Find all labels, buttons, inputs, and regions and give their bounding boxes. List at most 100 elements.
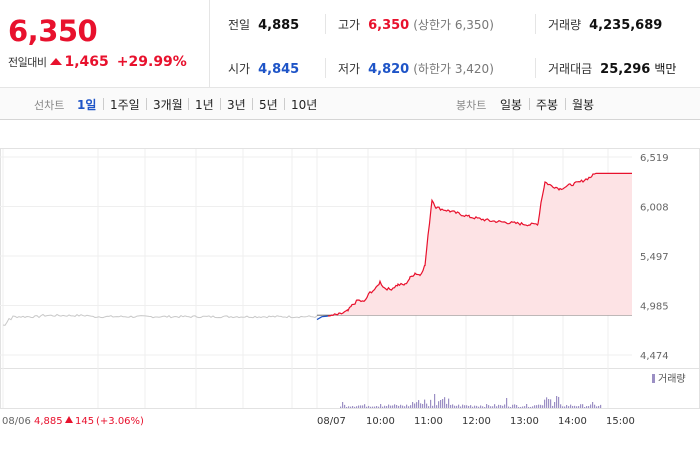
volume-bar: [412, 402, 414, 408]
tab-divider: [220, 98, 221, 110]
volume-bar: [466, 405, 468, 408]
volume-bar: [510, 406, 512, 408]
volume-bar: [560, 404, 562, 408]
tab-10year[interactable]: 10년: [291, 98, 318, 112]
change-value: 1,465: [64, 54, 109, 70]
volume-bar: [488, 405, 490, 408]
stats-panel: 전일 4,885 고가 6,350 (상한가 6,350) 거래량 4,235,…: [210, 0, 700, 88]
tab-5year[interactable]: 5년: [259, 98, 278, 112]
volume-bar: [572, 405, 574, 408]
tab-3month[interactable]: 3개월: [153, 98, 183, 112]
volume-bar: [458, 404, 460, 408]
volume-bar: [372, 406, 374, 408]
volume-bar: [552, 405, 554, 408]
volume-bar: [364, 404, 366, 408]
candle-chart-label: 봉차트: [456, 99, 487, 112]
volume-bar: [392, 405, 394, 408]
volume-bar: [576, 406, 578, 408]
volume-bar: [502, 405, 504, 408]
volume-bar: [434, 394, 436, 408]
tab-weekly-candle[interactable]: 주봉: [536, 98, 559, 112]
volume-bar: [416, 402, 418, 408]
volume-legend: 거래량: [658, 373, 686, 385]
volume-bar: [486, 404, 488, 408]
volume-bar: [492, 406, 494, 408]
volume-bar: [462, 404, 464, 408]
change-percent: +29.99%: [116, 54, 187, 70]
tab-monthly-candle[interactable]: 월봉: [572, 98, 595, 112]
volume-panel-frame: [0, 368, 700, 409]
x-tick-label: 14:00: [558, 416, 587, 427]
volume-bar: [474, 405, 476, 408]
tab-1year[interactable]: 1년: [195, 98, 214, 112]
volume-bar: [428, 406, 430, 408]
prev-pct-note: (+3.06%): [96, 416, 144, 427]
volume-bar: [548, 399, 550, 408]
volume-bar: [402, 405, 404, 408]
tab-daily-candle[interactable]: 일봉: [500, 98, 523, 112]
volume-value: 4,235,689: [589, 18, 663, 33]
y-tick-label: 4,985: [640, 302, 669, 313]
volume-bar: [562, 406, 564, 408]
volume-bar: [500, 405, 502, 408]
volume-bar: [568, 406, 570, 408]
volume-bar: [420, 403, 422, 408]
volume-bar: [530, 406, 532, 408]
volume-bar: [436, 405, 438, 408]
tab-divider: [252, 98, 253, 110]
volume-bar: [596, 406, 598, 408]
x-tick-label: 13:00: [510, 416, 539, 427]
tab-1day[interactable]: 1일: [77, 98, 97, 112]
volume-bar: [574, 405, 576, 408]
volume-bar: [542, 405, 544, 408]
volume-bar: [566, 404, 568, 408]
divider: [535, 14, 536, 34]
x-tick-label: 11:00: [414, 416, 443, 427]
volume-bar: [512, 404, 514, 408]
tab-3year[interactable]: 3년: [227, 98, 246, 112]
volume-bar: [376, 406, 378, 408]
volume-bar: [582, 404, 584, 408]
volume-bar: [430, 399, 432, 408]
volume-bar: [374, 406, 376, 408]
volume-bar: [490, 406, 492, 408]
volume-bar: [406, 404, 408, 408]
volume-bar: [588, 406, 590, 408]
volume-bar: [418, 400, 420, 408]
low-value: 4,820: [368, 62, 410, 77]
volume-bar: [390, 405, 392, 408]
volume-bar: [342, 402, 344, 408]
volume-bar: [408, 406, 410, 408]
volume-bar: [504, 404, 506, 408]
volume-bar: [444, 397, 446, 408]
volume-bar: [440, 400, 442, 408]
volume-bar: [554, 401, 556, 408]
tab-1week[interactable]: 1주일: [110, 98, 140, 112]
volume-bar: [592, 402, 594, 408]
current-price: 6,350: [8, 14, 98, 48]
x-tick-label: 15:00: [606, 416, 635, 427]
x-tick-label: 08/07: [317, 416, 346, 427]
volume-bar: [538, 404, 540, 408]
volume-bar: [472, 406, 474, 408]
up-arrow-icon: [65, 416, 73, 423]
volume-bar: [448, 398, 450, 408]
lower-limit: (하한가 3,420): [413, 62, 494, 76]
x-tick-label: 10:00: [366, 416, 395, 427]
today-line-up: [327, 172, 632, 317]
volume-bar: [480, 405, 482, 408]
volume-bar: [426, 403, 428, 408]
stat-prev-close: 전일 4,885: [228, 16, 299, 33]
y-tick-label: 6,008: [640, 202, 669, 213]
volume-bar: [396, 404, 398, 408]
prev-close-note: 4,885: [34, 416, 63, 427]
volume-bar: [422, 403, 424, 408]
low-label: 저가: [338, 62, 361, 76]
tab-divider: [146, 98, 147, 110]
volume-bar: [454, 405, 456, 408]
volume-bar: [570, 404, 572, 408]
prev-close-label: 전일: [228, 18, 251, 32]
volume-bar: [386, 406, 388, 408]
volume-bar: [340, 406, 342, 408]
stat-low: 저가 4,820 (하한가 3,420): [338, 60, 494, 77]
